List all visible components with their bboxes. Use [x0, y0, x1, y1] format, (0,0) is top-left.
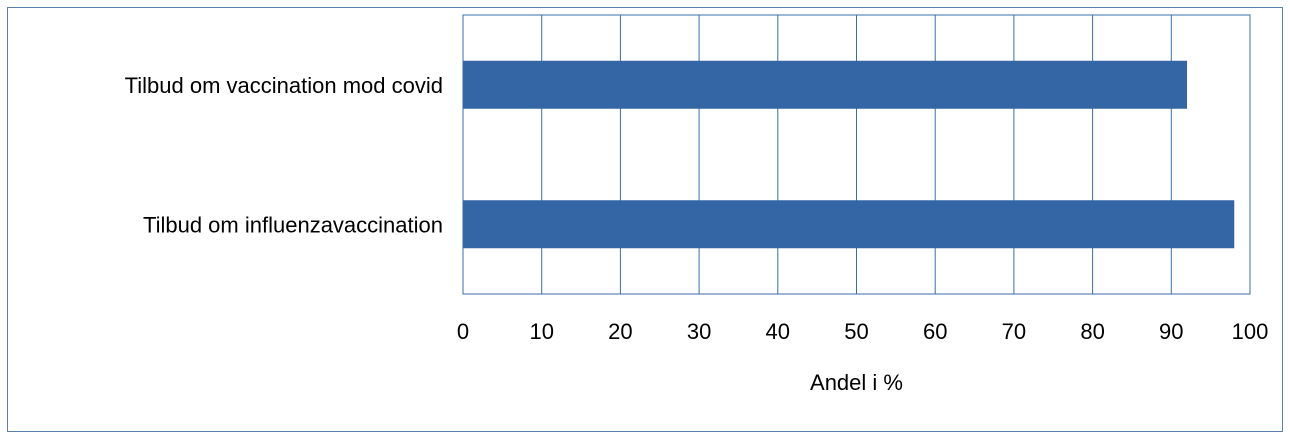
x-tick-label: 10	[529, 319, 553, 344]
x-tick-label: 100	[1232, 319, 1269, 344]
category-label: Tilbud om influenzavaccination	[143, 212, 443, 237]
grid-layer	[462, 15, 1251, 294]
x-tick-labels: 0 10 20 30 40 50 60 70 80 90 100	[457, 319, 1268, 344]
x-tick-label: 60	[923, 319, 947, 344]
x-tick-label: 90	[1159, 319, 1183, 344]
category-labels: Tilbud om vaccination mod covid Tilbud om…	[125, 73, 443, 238]
category-label: Tilbud om vaccination mod covid	[125, 73, 443, 98]
x-tick-label: 50	[844, 319, 868, 344]
x-axis-title: Andel i %	[810, 370, 903, 395]
bar-layer	[463, 60, 1235, 249]
bar-2	[463, 200, 1235, 249]
x-tick-label: 30	[687, 319, 711, 344]
x-tick-label: 80	[1080, 319, 1104, 344]
x-tick-label: 40	[766, 319, 790, 344]
plot-area-frame	[462, 14, 1251, 295]
x-tick-label: 20	[608, 319, 632, 344]
x-tick-label: 70	[1002, 319, 1026, 344]
x-tick-label: 0	[457, 319, 469, 344]
bar-1	[463, 60, 1188, 109]
